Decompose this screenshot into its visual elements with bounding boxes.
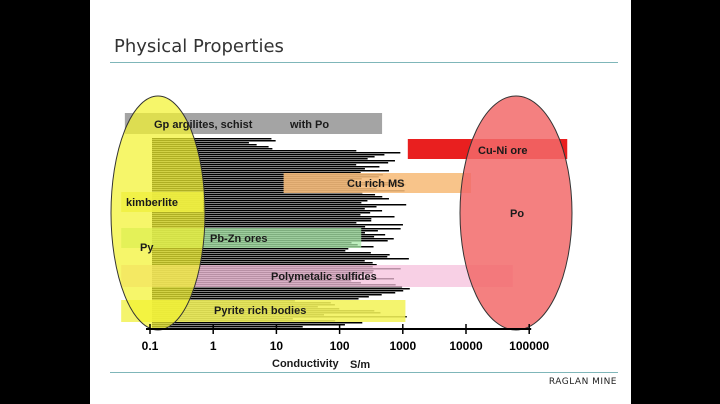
histogram-bar [152,164,357,166]
histogram-bar [152,194,376,196]
histogram-bar [152,170,389,172]
histogram-bar [152,138,272,140]
histogram-bar [152,158,368,160]
histogram-bar [152,154,385,156]
py-ellipse [110,95,206,331]
histogram-bar [152,218,372,220]
histogram-bar [152,258,409,260]
histogram-bar [152,222,357,224]
pyrite-range-label: Pyrite rich bodies [214,305,306,317]
histogram-bar [152,262,373,264]
histogram-bar [152,288,410,290]
conductivity-chart: Gp argilites, schist with Po Cu-Ni ore Cu r… [110,95,573,371]
histogram-bar [152,160,395,162]
histogram-bar [152,294,382,296]
kimberlite-range-label: kimberlite [126,197,178,209]
histogram-bar [152,174,383,176]
title-divider [110,62,618,63]
histogram-bar [152,172,361,174]
histogram-bar [152,208,365,210]
cuni-range-label: Cu-Ni ore [478,145,528,157]
histogram-bar [152,180,355,182]
histogram-bar [152,156,375,158]
curich-range-bar [283,173,472,193]
histogram-bar [152,216,395,218]
slide: Physical Properties Gp argilites, schist… [90,0,631,404]
curich-range-label: Cu rich MS [347,178,404,190]
histogram-bar [152,322,363,324]
gp-range-label: Gp argilites, schist [154,119,253,131]
histogram-bar [152,184,406,186]
histogram-bar [152,256,388,258]
histogram-bar [152,198,389,200]
x-tick-label: 1 [210,339,217,353]
histogram-bar [152,298,359,300]
histogram-bar [152,264,377,266]
x-axis-label: Conductivity [272,358,339,370]
histogram-bar [152,144,257,146]
polymetallic-range-bar [121,265,513,287]
histogram-bar [152,182,404,184]
x-tick-label: 10000 [449,339,483,353]
histogram-bar [152,296,369,298]
histogram-bar [152,326,303,328]
py-ellipse-label: Py [140,242,154,254]
pbzn-range-label: Pb-Zn ores [210,233,267,245]
polymetallic-range-label: Polymetalic sulfides [271,271,377,283]
histogram-bar [152,252,371,254]
histogram-bar [152,176,379,178]
histogram-bar [152,162,389,164]
histogram-bar [152,142,249,144]
histogram-bar [152,140,276,142]
histogram-bar [152,254,390,256]
histogram-bar [152,202,362,204]
histogram-bar [152,260,365,262]
x-axis-unit: S/m [350,359,370,371]
histogram-bar [152,200,368,202]
histogram-bar [152,206,377,208]
footer-divider [110,372,618,373]
histogram-bar [152,292,396,294]
histogram-bar [152,190,405,192]
histogram-bar [152,166,380,168]
x-tick-label: 100000 [509,339,549,353]
footer-text: RAGLAN MINE [548,377,617,387]
histogram-bar [152,220,372,222]
x-tick-label: 0.1 [142,339,159,353]
histogram-bar [152,212,371,214]
histogram-bar [152,192,363,194]
histogram-bar [152,150,357,152]
pyrite-range-bar [121,300,406,322]
x-tick-label: 100 [330,339,350,353]
histogram-bar [152,324,345,326]
histogram-bar [152,168,365,170]
histogram-bar [152,204,407,206]
histogram-bar [152,214,361,216]
histogram-bar [152,152,401,154]
histogram-bar [152,224,403,226]
histogram-bar [152,178,362,180]
histogram-bar [152,146,269,148]
slide-title: Physical Properties [114,36,284,57]
histogram-bar [152,148,273,150]
histogram-bar [152,210,383,212]
po-ellipse-label: Po [510,208,524,220]
histogram-bar [152,186,359,188]
histogram-bar [152,250,346,252]
histogram-bar [152,290,404,292]
x-tick-label: 10 [270,339,284,353]
x-tick-label: 1000 [389,339,416,353]
histogram-bar [152,188,377,190]
histogram-bar [152,196,383,198]
gp-range-label-2: with Po [289,119,329,131]
histogram-bar [152,226,366,228]
histogram-bar [152,248,349,250]
